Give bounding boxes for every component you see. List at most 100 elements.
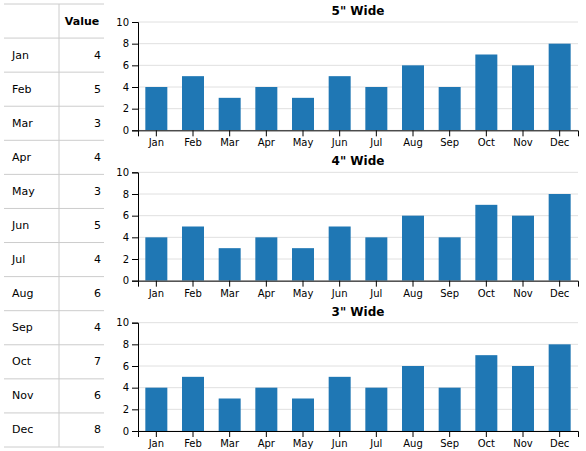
tick-mark [132, 281, 138, 282]
x-tick: Apr [258, 130, 276, 148]
bar [512, 366, 534, 431]
bar [292, 399, 314, 432]
table-rule [4, 310, 104, 311]
table-value: 6 [94, 389, 101, 402]
chart-title: 4" Wide [332, 154, 385, 168]
x-tick: Nov [513, 130, 533, 148]
x-tick: Jan [148, 130, 164, 148]
tick-label: Jun [331, 288, 348, 299]
x-tick: Jun [331, 130, 348, 148]
axis-line [139, 432, 579, 438]
x-axis: JanFebMarAprMayJunJulAugSepOctNovDec [139, 130, 579, 148]
y-tick: 2 [123, 254, 138, 265]
bar [475, 355, 497, 431]
x-tick: Jul [369, 281, 382, 299]
grid [138, 323, 578, 431]
tick-mark [449, 130, 450, 136]
tick-label: Jun [331, 438, 348, 449]
x-tick: May [293, 431, 314, 449]
table-value: 5 [94, 83, 101, 96]
tick-mark [132, 130, 138, 131]
tick-mark [303, 130, 304, 136]
bar [549, 194, 571, 281]
tick-mark [449, 431, 450, 437]
tick-label: 6 [123, 361, 129, 372]
tick-label: Apr [258, 438, 276, 449]
table-category: Apr [12, 151, 32, 164]
y-tick: 2 [123, 103, 138, 114]
table-category: Dec [12, 423, 33, 436]
bar [439, 87, 461, 130]
tick-label: Jan [148, 288, 164, 299]
tick-label: Oct [478, 137, 495, 148]
tick-label: Feb [184, 288, 202, 299]
bar [292, 98, 314, 130]
grid-line [138, 344, 578, 345]
tick-mark [339, 431, 340, 437]
y-tick: 8 [123, 189, 138, 200]
tick-label: Sep [440, 288, 459, 299]
bar [182, 227, 204, 281]
tick-mark [229, 431, 230, 437]
x-tick: Jul [369, 130, 382, 148]
x-axis: JanFebMarAprMayJunJulAugSepOctNovDec [139, 431, 579, 449]
x-tick: Jun [331, 281, 348, 299]
bars [145, 44, 570, 131]
bar [329, 377, 351, 431]
table-rule [4, 106, 104, 107]
bar [402, 65, 424, 130]
tick-label: Feb [184, 137, 202, 148]
x-tick: Jan [148, 431, 164, 449]
x-tick: Apr [258, 281, 276, 299]
tick-label: Apr [258, 137, 276, 148]
bar [292, 248, 314, 280]
x-tick: Aug [403, 431, 423, 449]
tick-label: Jul [369, 438, 382, 449]
y-tick: 4 [123, 82, 138, 93]
bar [255, 237, 277, 280]
tick-mark [132, 344, 138, 345]
y-tick: 0 [123, 125, 138, 136]
tick-mark [193, 431, 194, 437]
axis-line [139, 281, 579, 287]
table-value: 3 [94, 185, 101, 198]
tick-mark [156, 431, 157, 437]
x-tick: Sep [440, 130, 459, 148]
tick-mark [376, 281, 377, 287]
y-tick: 6 [123, 361, 138, 372]
tick-label: Mar [220, 137, 240, 148]
tick-mark [132, 216, 138, 217]
tick-mark [303, 431, 304, 437]
bar [365, 388, 387, 431]
tick-label: Jul [369, 288, 382, 299]
x-tick: May [293, 281, 314, 299]
x-tick: Aug [403, 130, 423, 148]
tick-mark [132, 323, 138, 324]
axis-line [139, 131, 579, 137]
table-rule [4, 242, 104, 243]
table-rule [4, 276, 104, 277]
x-tick: Feb [184, 281, 202, 299]
tick-mark [132, 194, 138, 195]
x-tick: Jun [331, 431, 348, 449]
x-tick: Jul [369, 431, 382, 449]
x-tick: Oct [478, 130, 495, 148]
bar [255, 388, 277, 431]
tick-mark [339, 130, 340, 136]
x-tick: Apr [258, 431, 276, 449]
x-tick: Sep [440, 431, 459, 449]
bar [219, 98, 241, 130]
y-tick: 6 [123, 60, 138, 71]
y-tick: 10 [116, 167, 138, 178]
bar [439, 237, 461, 280]
tick-label: Nov [513, 288, 533, 299]
bar [475, 55, 497, 131]
bars [145, 194, 570, 281]
table-category: Jul [11, 253, 25, 266]
table-value: 7 [94, 355, 101, 368]
tick-label: Aug [403, 438, 423, 449]
y-axis: 0246810 [116, 167, 138, 286]
tick-mark [132, 237, 138, 238]
table-category: Aug [12, 287, 33, 300]
tick-label: 2 [123, 254, 129, 265]
